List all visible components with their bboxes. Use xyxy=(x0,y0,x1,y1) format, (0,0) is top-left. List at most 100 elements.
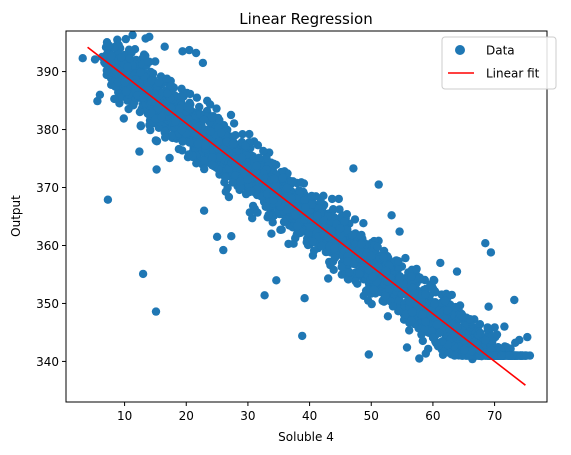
data-point xyxy=(272,276,281,285)
data-point xyxy=(354,250,363,259)
data-point xyxy=(357,240,366,249)
data-point xyxy=(226,110,236,120)
data-point xyxy=(248,201,258,211)
data-point xyxy=(319,223,328,232)
data-point xyxy=(192,159,201,168)
data-point xyxy=(373,242,382,252)
data-point xyxy=(269,196,278,205)
data-point xyxy=(125,54,135,63)
data-point xyxy=(415,273,424,282)
data-point xyxy=(335,224,345,233)
data-point xyxy=(405,297,415,307)
data-point xyxy=(185,138,194,147)
data-point xyxy=(410,288,419,298)
y-axis-ticks: 340 350 360 370 380 390 xyxy=(36,65,66,369)
data-point xyxy=(309,246,319,255)
data-point xyxy=(199,115,209,124)
data-point xyxy=(343,257,352,266)
data-point xyxy=(329,265,338,274)
data-point xyxy=(492,330,502,339)
data-point xyxy=(407,272,416,281)
data-point xyxy=(123,62,132,72)
data-point xyxy=(175,104,184,114)
data-point xyxy=(241,141,250,151)
data-point xyxy=(171,117,180,126)
data-point xyxy=(402,343,412,352)
data-point xyxy=(237,153,247,163)
data-point xyxy=(138,269,148,279)
data-point xyxy=(107,51,116,61)
data-point xyxy=(379,253,388,262)
data-point xyxy=(335,205,344,214)
data-point xyxy=(121,87,131,97)
data-point xyxy=(113,77,123,87)
data-point xyxy=(418,336,427,346)
data-point xyxy=(167,131,176,141)
y-tick-label: 340 xyxy=(36,355,59,369)
data-point xyxy=(192,130,202,139)
data-point xyxy=(451,302,460,312)
data-point xyxy=(142,57,152,66)
x-tick-label: 40 xyxy=(302,409,317,423)
data-point xyxy=(337,262,346,272)
data-point xyxy=(450,351,459,360)
data-point xyxy=(219,245,228,255)
data-point xyxy=(348,230,357,240)
y-tick-label: 360 xyxy=(36,239,59,253)
data-point xyxy=(147,76,156,86)
data-point xyxy=(264,210,273,219)
data-point xyxy=(185,45,194,55)
x-axis-ticks: 10 20 30 40 50 60 70 xyxy=(117,402,502,423)
data-point xyxy=(201,141,210,150)
data-point xyxy=(165,153,174,163)
data-point xyxy=(227,232,236,241)
data-point xyxy=(215,153,224,162)
data-point xyxy=(119,114,128,123)
data-point xyxy=(367,251,376,261)
data-point xyxy=(486,248,496,257)
data-point xyxy=(334,194,343,204)
data-point xyxy=(236,177,245,186)
data-point xyxy=(330,253,339,263)
data-point xyxy=(193,122,202,131)
data-point xyxy=(293,221,302,231)
data-point xyxy=(200,164,209,174)
data-point xyxy=(445,324,454,334)
data-point xyxy=(214,137,223,146)
data-point xyxy=(443,306,452,315)
data-point xyxy=(313,211,322,221)
data-point xyxy=(271,181,281,190)
data-point xyxy=(298,331,307,341)
data-point xyxy=(151,136,160,145)
data-point xyxy=(252,161,261,170)
data-point xyxy=(284,239,293,249)
data-point xyxy=(476,329,485,338)
data-point xyxy=(161,133,170,142)
data-point xyxy=(238,130,247,139)
data-point xyxy=(135,147,144,156)
data-point xyxy=(121,34,130,44)
data-point xyxy=(270,174,279,184)
data-point xyxy=(456,332,465,341)
y-tick-label: 370 xyxy=(36,181,59,195)
data-point xyxy=(307,200,317,209)
data-point xyxy=(511,338,520,347)
y-tick-label: 380 xyxy=(36,123,59,137)
data-point xyxy=(260,291,269,300)
data-point xyxy=(405,326,414,335)
data-point xyxy=(282,205,292,214)
data-point xyxy=(342,210,352,219)
data-point xyxy=(344,275,353,284)
data-point xyxy=(483,323,492,332)
data-point xyxy=(407,307,417,317)
data-point xyxy=(147,108,156,118)
data-point xyxy=(154,78,164,87)
data-point xyxy=(228,178,237,187)
data-point xyxy=(465,315,475,324)
data-point xyxy=(467,347,476,356)
data-point xyxy=(522,351,531,360)
data-point xyxy=(117,70,126,80)
data-point xyxy=(436,258,445,268)
data-point xyxy=(192,93,202,102)
data-point xyxy=(458,312,468,321)
